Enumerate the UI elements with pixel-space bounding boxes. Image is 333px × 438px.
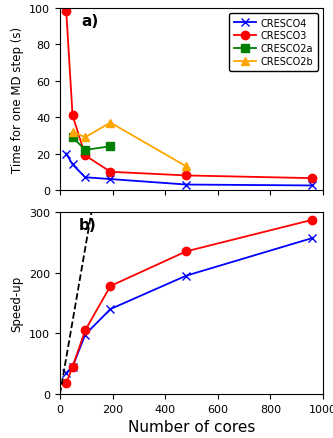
Line: CRESCO4: CRESCO4 [62, 150, 317, 190]
CRESCO3 [109, 170, 113, 175]
Text: a): a) [81, 14, 98, 29]
CRESCO4 [184, 183, 188, 188]
Legend: CRESCO4, CRESCO3, CRESCO2a, CRESCO2b: CRESCO4, CRESCO3, CRESCO2a, CRESCO2b [229, 14, 318, 72]
CRESCO2b [184, 164, 188, 170]
CRESCO4 [109, 177, 113, 182]
CRESCO2b [109, 121, 113, 126]
CRESCO3 [71, 113, 75, 119]
CRESCO3 [64, 10, 68, 15]
CRESCO2a [71, 135, 75, 141]
CRESCO2a [109, 144, 113, 149]
CRESCO3 [184, 173, 188, 179]
CRESCO4 [64, 152, 68, 157]
CRESCO4 [310, 184, 314, 189]
CRESCO2a [83, 148, 87, 153]
Line: CRESCO2a: CRESCO2a [68, 134, 115, 155]
CRESCO4 [83, 175, 87, 180]
CRESCO2b [83, 135, 87, 141]
Y-axis label: Speed-up: Speed-up [11, 275, 24, 332]
X-axis label: Number of cores: Number of cores [128, 420, 255, 434]
CRESCO3 [83, 153, 87, 159]
CRESCO2b [71, 130, 75, 135]
Line: CRESCO2b: CRESCO2b [68, 119, 190, 171]
Y-axis label: Time for one MD step (s): Time for one MD step (s) [11, 27, 24, 173]
CRESCO4 [71, 162, 75, 168]
CRESCO3 [310, 176, 314, 181]
Text: b): b) [78, 218, 96, 233]
Line: CRESCO3: CRESCO3 [62, 8, 317, 183]
